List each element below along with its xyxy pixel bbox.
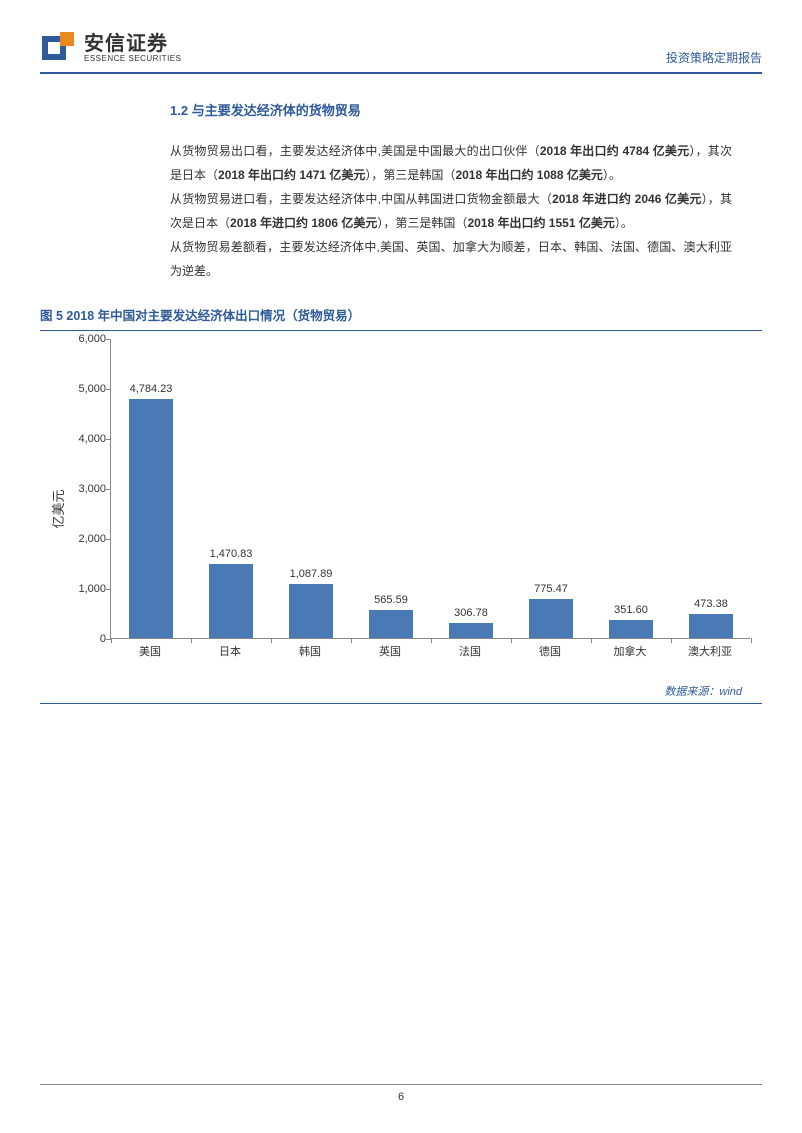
bar-value-label: 565.59 <box>374 594 408 606</box>
bar-value-label: 351.60 <box>614 604 648 616</box>
chart-title: 图 5 2018 年中国对主要发达经济体出口情况（货物贸易） <box>40 305 762 324</box>
y-tick-mark <box>106 539 111 540</box>
section-number: 1.2 <box>170 103 188 118</box>
y-tick-label: 5,000 <box>62 383 106 395</box>
bar-value-label: 775.47 <box>534 583 568 595</box>
paragraph-3: 从货物贸易差额看，主要发达经济体中,美国、英国、加拿大为顺差，日本、韩国、法国、… <box>170 235 732 283</box>
x-tick-mark <box>751 638 752 643</box>
x-category-label: 德国 <box>539 643 561 659</box>
bar-value-label: 1,087.89 <box>290 568 333 580</box>
bar <box>289 584 333 638</box>
y-tick-label: 3,000 <box>62 483 106 495</box>
y-tick-label: 0 <box>62 633 106 645</box>
page-number: 6 <box>398 1091 404 1103</box>
bar-chart: 亿美元 01,0002,0003,0004,0005,0006,000 4,78… <box>40 339 760 679</box>
body-text: 从货物贸易出口看，主要发达经济体中,美国是中国最大的出口伙伴（2018 年出口约… <box>170 139 732 283</box>
paragraph-1: 从货物贸易出口看，主要发达经济体中,美国是中国最大的出口伙伴（2018 年出口约… <box>170 139 732 187</box>
section-heading: 1.2 与主要发达经济体的货物贸易 <box>170 100 762 119</box>
bar <box>129 399 173 638</box>
bar <box>689 614 733 638</box>
chart-top-rule <box>40 330 762 331</box>
y-tick-mark <box>106 339 111 340</box>
page-footer: 6 <box>40 1084 762 1103</box>
bar <box>609 620 653 638</box>
company-logo-icon <box>40 30 76 66</box>
y-tick-mark <box>106 589 111 590</box>
bar <box>369 610 413 638</box>
logo-text-en: ESSENCE SECURITIES <box>84 55 181 64</box>
y-tick-label: 4,000 <box>62 433 106 445</box>
logo-text-cn: 安信证券 <box>84 33 181 55</box>
x-category-label: 韩国 <box>299 643 321 659</box>
logo-block: 安信证券 ESSENCE SECURITIES <box>40 30 181 66</box>
x-category-label: 澳大利亚 <box>688 643 732 659</box>
x-category-label: 美国 <box>139 643 161 659</box>
bar-value-label: 4,784.23 <box>130 383 173 395</box>
x-category-label: 加拿大 <box>614 643 647 659</box>
y-tick-label: 2,000 <box>62 533 106 545</box>
chart-bottom-rule <box>40 703 762 704</box>
y-tick-label: 1,000 <box>62 583 106 595</box>
y-tick-mark <box>106 389 111 390</box>
document-type: 投资策略定期报告 <box>666 49 762 66</box>
bar-value-label: 473.38 <box>694 598 728 610</box>
y-ticks: 01,0002,0003,0004,0005,0006,000 <box>62 339 110 639</box>
paragraph-2: 从货物贸易进口看，主要发达经济体中,中国从韩国进口货物金额最大（2018 年进口… <box>170 187 732 235</box>
plot-area: 4,784.23 1,470.83 1,087.89 565.59 306.78 775.… <box>110 339 750 639</box>
logo-text: 安信证券 ESSENCE SECURITIES <box>84 33 181 64</box>
bar <box>449 623 493 638</box>
y-tick-label: 6,000 <box>62 333 106 345</box>
bar-value-label: 1,470.83 <box>210 548 253 560</box>
bar-value-label: 306.78 <box>454 607 488 619</box>
section-title: 与主要发达经济体的货物贸易 <box>192 103 361 118</box>
page-header: 安信证券 ESSENCE SECURITIES 投资策略定期报告 <box>40 30 762 74</box>
bar <box>529 599 573 638</box>
bar <box>209 564 253 638</box>
x-category-label: 日本 <box>219 643 241 659</box>
x-category-label: 英国 <box>379 643 401 659</box>
x-category-label: 法国 <box>459 643 481 659</box>
y-tick-mark <box>106 439 111 440</box>
x-labels: 美国 日本 韩国 英国 法国 德国 加拿大 澳大利亚 <box>110 643 750 663</box>
y-tick-mark <box>106 489 111 490</box>
data-source: 数据来源：wind <box>40 683 742 699</box>
